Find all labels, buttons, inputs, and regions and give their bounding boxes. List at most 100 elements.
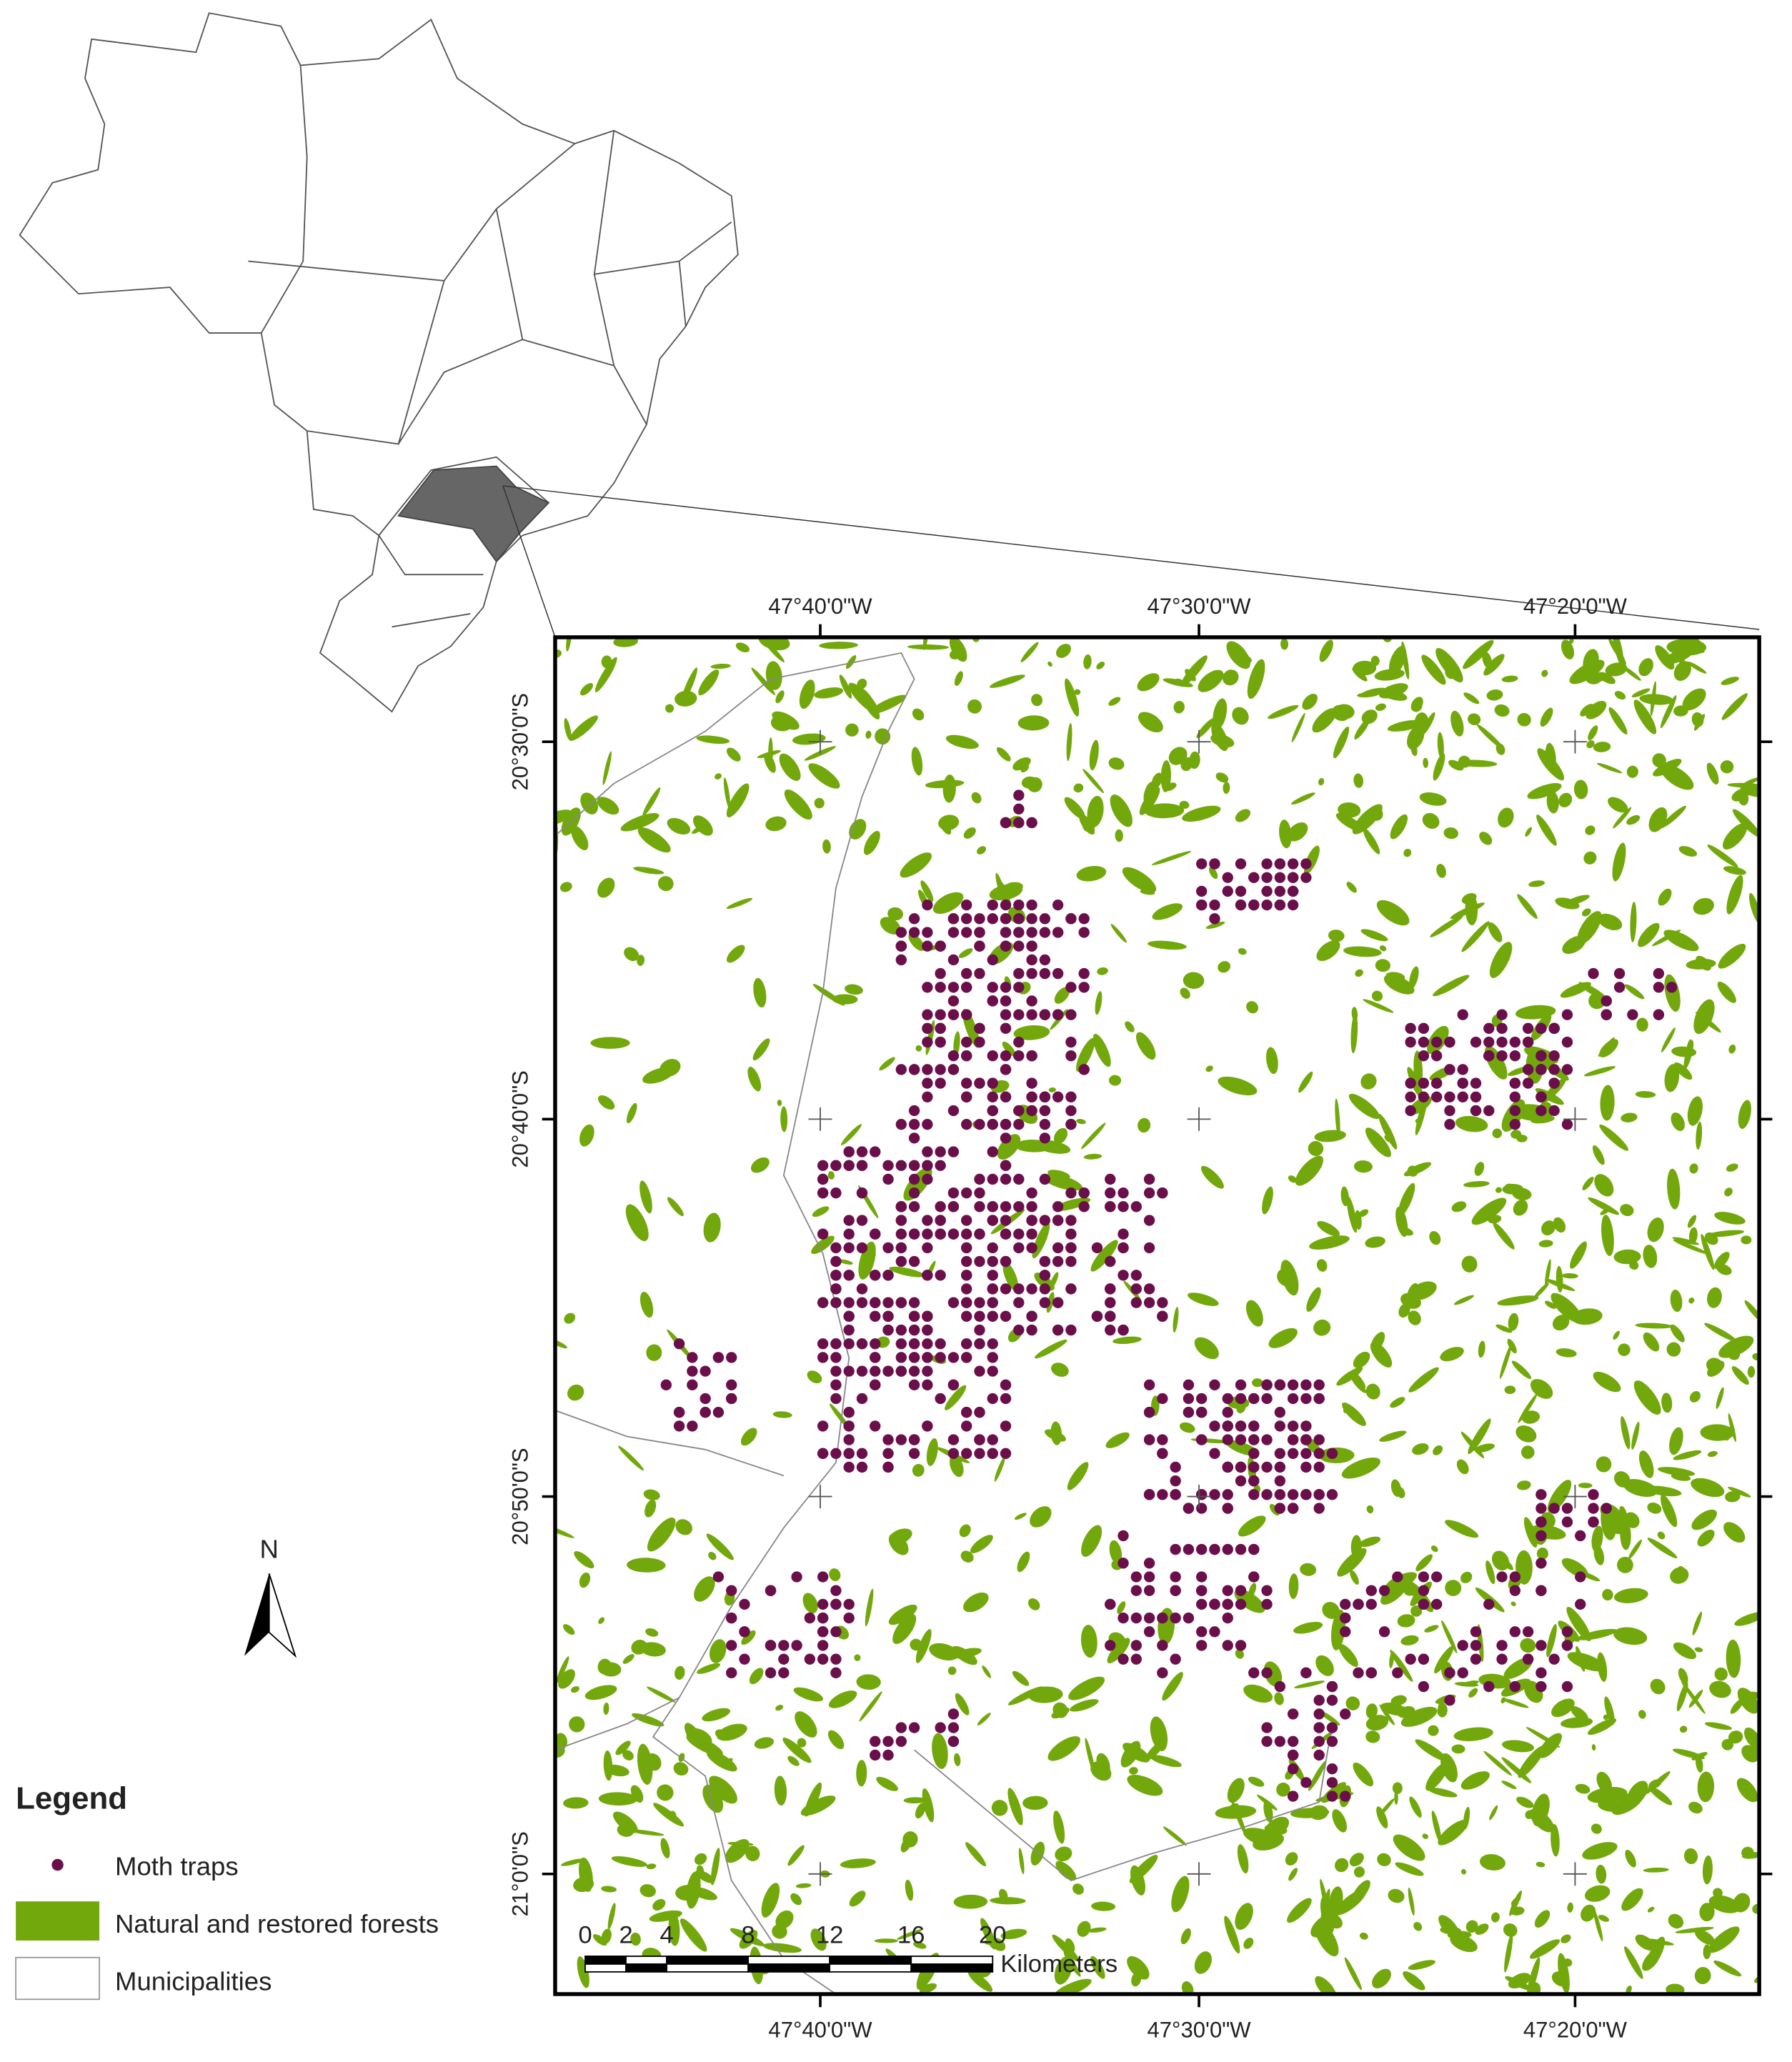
forest-patch	[1545, 742, 1556, 772]
forest-patch	[1726, 875, 1743, 915]
moth-trap	[1000, 1420, 1012, 1432]
forest-patch	[1007, 1788, 1023, 1826]
moth-trap	[1522, 1036, 1534, 1048]
forest-patch	[1365, 1383, 1380, 1400]
moth-trap	[908, 1160, 920, 1171]
moth-trap	[1039, 1255, 1051, 1267]
forest-patch	[727, 1841, 754, 1846]
forest-patch	[1138, 1117, 1151, 1133]
forest-patch	[1516, 1480, 1531, 1490]
forest-patch	[775, 1910, 794, 1929]
forest-patch	[1555, 1265, 1563, 1293]
forest-patch	[1403, 1162, 1432, 1177]
forest-patch	[1621, 1415, 1631, 1450]
moth-trap	[895, 1215, 907, 1226]
forest-patch	[960, 1550, 974, 1563]
moth-trap	[765, 1667, 777, 1679]
forest-patch	[1703, 1944, 1711, 1960]
forest-patch	[1051, 1363, 1069, 1377]
moth-trap	[1105, 1297, 1116, 1308]
moth-trap	[1287, 1749, 1299, 1761]
forest-patch	[991, 1800, 1008, 1816]
forest-patch	[1137, 673, 1160, 692]
forest-patch	[1687, 661, 1707, 674]
forest-patch	[1428, 1725, 1439, 1736]
moth-trap	[1444, 1119, 1455, 1130]
moth-trap	[987, 1338, 998, 1350]
moth-trap	[817, 1187, 829, 1199]
forest-patch	[1352, 667, 1368, 682]
forest-patch	[1030, 1506, 1052, 1528]
forest-patch	[1089, 739, 1099, 771]
forest-patch	[1566, 1606, 1591, 1642]
forest-patch	[1002, 1041, 1016, 1057]
forest-patch	[945, 1385, 967, 1410]
forest-patch	[780, 1106, 788, 1132]
forest-patch	[865, 730, 872, 739]
moth-trap	[856, 1283, 868, 1295]
moth-trap	[817, 1653, 829, 1665]
forest-patch	[1350, 1570, 1359, 1585]
forest-patch	[1475, 1923, 1489, 1936]
forest-patch	[1274, 1692, 1284, 1705]
forest-patch	[1290, 1808, 1330, 1818]
forest-patch	[1430, 1545, 1438, 1553]
forest-patch	[1558, 792, 1573, 807]
forest-patch	[675, 1665, 685, 1680]
forest-patch	[787, 1755, 800, 1766]
forest-patch	[1658, 888, 1672, 906]
forest-patch	[1707, 845, 1738, 867]
moth-trap	[1143, 1434, 1155, 1445]
forest-patch	[1661, 1027, 1676, 1052]
forest-patch	[1488, 922, 1503, 942]
forest-patch	[1551, 1698, 1575, 1718]
moth-trap	[870, 1270, 881, 1281]
forest-patch	[807, 1370, 822, 1384]
forest-patch	[1614, 1588, 1648, 1603]
forest-patch	[1306, 1287, 1321, 1312]
moth-trap	[1561, 1516, 1573, 1528]
forest-patch	[1415, 1118, 1422, 1124]
moth-trap	[908, 1434, 920, 1445]
moth-trap	[1470, 1036, 1482, 1048]
moth-trap	[1143, 1489, 1155, 1500]
moth-trap	[1274, 1420, 1286, 1432]
moth-trap	[961, 913, 972, 925]
moth-trap	[1248, 1543, 1260, 1555]
moth-trap	[1143, 1407, 1155, 1418]
moth-trap	[870, 1310, 881, 1323]
moth-trap	[1274, 899, 1286, 911]
forest-patch	[1507, 1338, 1517, 1354]
forest-patch	[1205, 1065, 1213, 1072]
moth-trap	[987, 1297, 998, 1308]
moth-trap	[1143, 1187, 1155, 1199]
moth-trap	[1078, 913, 1090, 925]
forest-patch	[1716, 1387, 1724, 1410]
moth-trap	[1196, 1503, 1208, 1514]
forest-patch	[1660, 695, 1677, 729]
moth-trap	[1561, 1626, 1573, 1638]
forest-patch	[772, 711, 800, 730]
forest-patch	[1421, 654, 1446, 685]
moth-trap	[1091, 1310, 1103, 1323]
forest-patch	[1503, 1923, 1518, 1937]
moth-trap	[1588, 1516, 1599, 1528]
forest-patch	[1529, 1808, 1555, 1833]
forest-patch	[990, 674, 1025, 688]
forest-patch	[569, 715, 598, 741]
leader-line	[502, 485, 556, 638]
moth-trap	[1392, 1667, 1403, 1679]
moth-trap	[1248, 1434, 1260, 1445]
moth-trap	[1496, 1022, 1508, 1035]
forest-patch	[1726, 1639, 1741, 1678]
forest-patch	[1334, 704, 1355, 719]
forest-patch	[1027, 777, 1042, 792]
forest-patch	[905, 1879, 914, 1901]
forest-patch	[849, 1891, 866, 1907]
moth-trap	[1130, 1640, 1142, 1651]
forest-patch	[775, 1705, 784, 1711]
forest-patch	[1642, 1949, 1661, 1971]
forest-patch	[1591, 1823, 1602, 1834]
forest-patch	[1407, 1282, 1418, 1298]
moth-trap	[1013, 1242, 1025, 1254]
